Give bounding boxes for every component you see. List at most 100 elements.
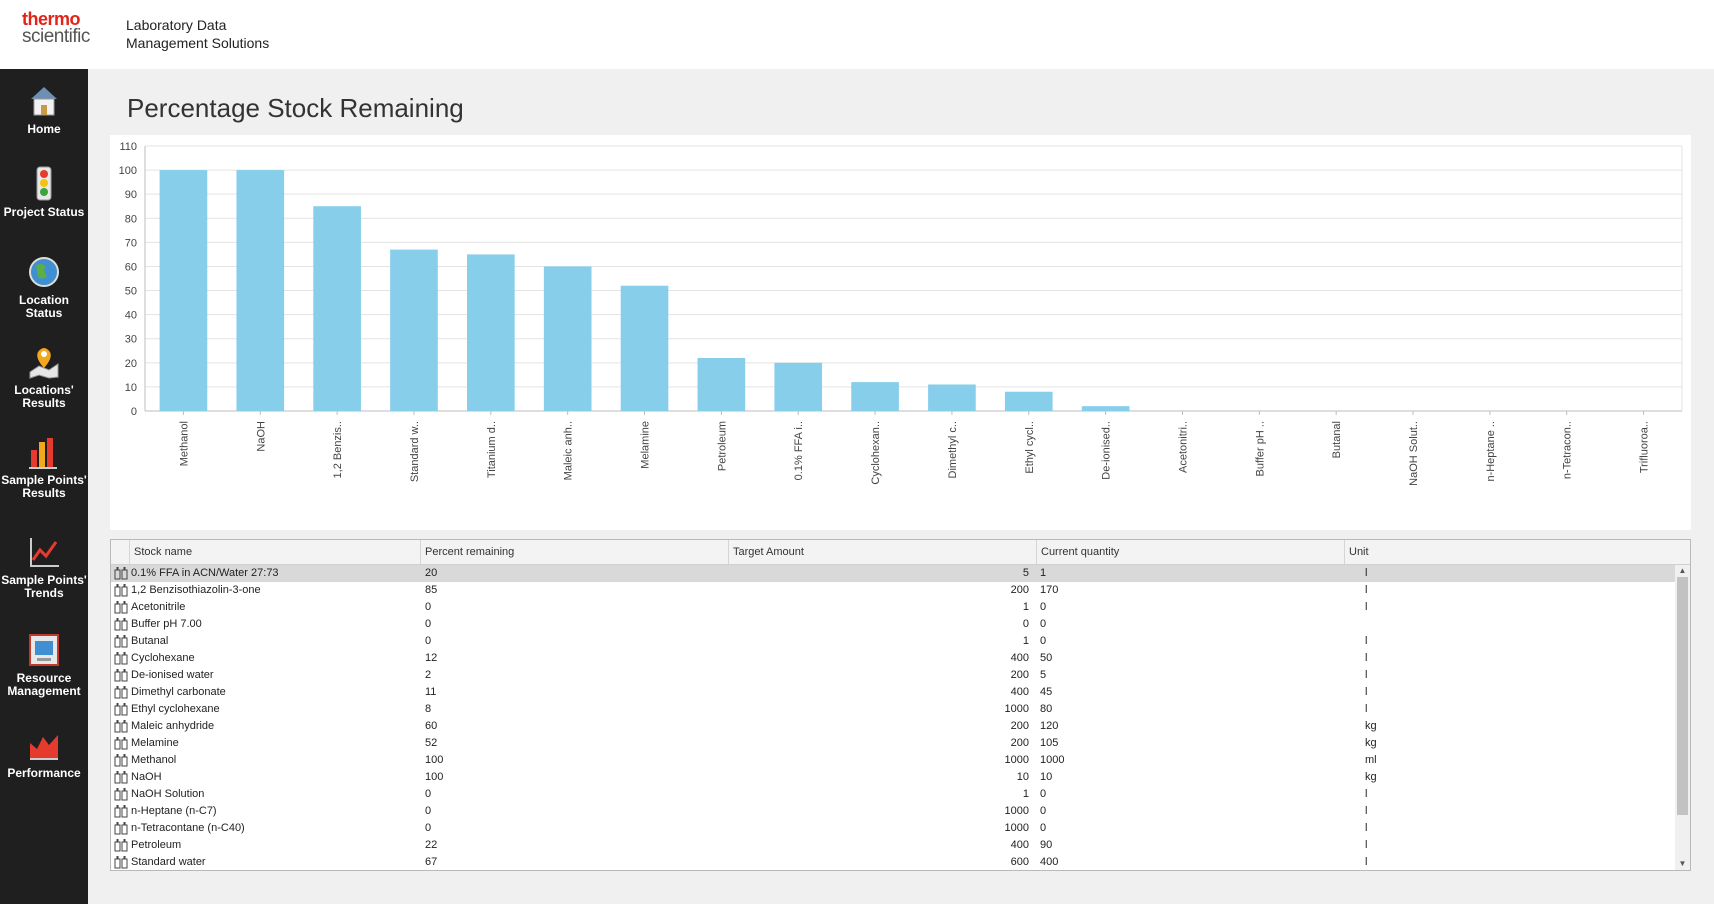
cell-target-amount: 1 [1022,788,1029,800]
table-row[interactable]: Cyclohexane 12 400 50 l [111,650,1675,667]
sidebar-item-location-status[interactable]: Location Status [0,254,88,320]
table-row[interactable]: Standard water 67 600 400 l [111,854,1675,870]
table-row[interactable]: Petroleum 22 400 90 l [111,837,1675,854]
bottle-icon [114,754,128,767]
grid-header: Stock name Percent remaining Target Amou… [111,540,1690,565]
cell-unit: l [1365,788,1368,800]
cell-stock-name: NaOH [131,771,162,783]
column-header-unit[interactable]: Unit [1344,540,1674,564]
grid-vertical-scrollbar[interactable]: ▲ ▼ [1675,565,1690,870]
cell-percent-remaining: 20 [425,567,438,579]
cell-target-amount: 10 [1016,771,1029,783]
bottle-icon [114,584,128,597]
cell-unit: l [1365,635,1368,647]
cell-stock-name: Butanal [131,635,169,647]
table-row[interactable]: De-ionised water 2 200 5 l [111,667,1675,684]
cell-percent-remaining: 12 [425,652,438,664]
table-row[interactable]: Dimethyl carbonate 11 400 45 l [111,684,1675,701]
sidebar-item-label: Sample Points' Trends [1,573,87,600]
sidebar-item-label: Sample Points' Results [1,473,87,500]
cell-stock-name: 0.1% FFA in ACN/Water 27:73 [131,567,279,579]
cell-target-amount: 600 [1010,856,1029,868]
sidebar-item-label: Location Status [19,293,69,320]
bottle-icon [114,601,128,614]
cell-target-amount: 1000 [1004,754,1029,766]
column-header-target-amount[interactable]: Target Amount [728,540,1036,564]
table-row[interactable]: 1,2 Benzisothiazolin-3-one 85 200 170 l [111,582,1675,599]
sidebar-item-home[interactable]: Home [0,83,88,136]
cell-stock-name: Ethyl cyclohexane [131,703,220,715]
cell-stock-name: Buffer pH 7.00 [131,618,202,630]
column-header-current-quantity[interactable]: Current quantity [1036,540,1344,564]
cell-current-quantity: 0 [1040,805,1047,817]
cell-target-amount: 400 [1010,652,1029,664]
cell-target-amount: 200 [1010,669,1029,681]
column-header-percent-remaining[interactable]: Percent remaining [420,540,728,564]
table-row[interactable]: Acetonitrile 0 1 0 l [111,599,1675,616]
y-tick-label: 20 [125,358,137,370]
x-tick-label: Maleic anh.. [563,421,575,480]
cell-current-quantity: 0 [1040,618,1047,630]
table-row[interactable]: 0.1% FFA in ACN/Water 27:73 20 5 1 l [111,565,1675,582]
scroll-down-arrow[interactable]: ▼ [1678,859,1687,868]
y-tick-label: 10 [125,382,137,394]
cell-target-amount: 200 [1010,720,1029,732]
cell-current-quantity: 5 [1040,669,1047,681]
cell-unit: l [1365,822,1368,834]
scroll-thumb[interactable] [1677,577,1688,815]
sidebar-item-locations-results[interactable]: Locations' Results [0,344,88,410]
cell-percent-remaining: 0 [425,618,432,630]
bottle-icon [114,669,128,682]
chart-bar [159,170,208,411]
sidebar-item-sample-points-trends[interactable]: Sample Points' Trends [0,534,88,600]
app-title: Laboratory Data Management Solutions [126,16,269,52]
table-row[interactable]: NaOH 100 10 10 kg [111,769,1675,786]
cell-percent-remaining: 60 [425,720,438,732]
y-tick-label: 60 [125,261,137,273]
table-row[interactable]: n-Heptane (n-C7) 0 1000 0 l [111,803,1675,820]
scroll-up-arrow[interactable]: ▲ [1678,566,1687,575]
cell-current-quantity: 90 [1040,839,1053,851]
cell-percent-remaining: 85 [425,584,438,596]
table-row[interactable]: Butanal 0 1 0 l [111,633,1675,650]
cell-percent-remaining: 11 [425,686,437,698]
column-header-stock-name[interactable]: Stock name [129,540,420,564]
bottle-icon [114,720,128,733]
y-tick-label: 110 [119,141,137,153]
sidebar-item-performance[interactable]: Performance [0,727,88,780]
bottle-icon [114,686,128,699]
cell-unit: l [1365,601,1368,613]
table-row[interactable]: Maleic anhydride 60 200 120 kg [111,718,1675,735]
app-title-line1: Laboratory Data [126,17,227,33]
bottle-icon [114,788,128,801]
cell-stock-name: Methanol [131,754,177,766]
table-row[interactable]: Methanol 100 1000 1000 ml [111,752,1675,769]
sidebar-item-project-status[interactable]: Project Status [0,166,88,219]
y-tick-label: 50 [125,286,137,298]
table-row[interactable]: Melamine 52 200 105 kg [111,735,1675,752]
cell-stock-name: n-Tetracontane (n-C40) [131,822,245,834]
table-row[interactable]: NaOH Solution 0 1 0 l [111,786,1675,803]
sidebar-item-resource-management[interactable]: Resource Management [0,632,88,698]
home-icon [31,87,57,116]
cell-target-amount: 200 [1010,584,1029,596]
cell-stock-name: De-ionised water [131,669,214,681]
table-row[interactable]: Buffer pH 7.00 0 0 0 [111,616,1675,633]
x-tick-label: 1,2 Benzis.. [332,421,344,478]
table-row[interactable]: n-Tetracontane (n-C40) 0 1000 0 l [111,820,1675,837]
cell-unit: kg [1365,737,1377,749]
cell-percent-remaining: 0 [425,805,432,817]
cell-current-quantity: 105 [1040,737,1059,749]
x-tick-label: NaOH Solut.. [1408,421,1420,486]
bottle-icon [114,635,128,648]
cell-unit: ml [1365,754,1377,766]
bottle-icon [114,771,128,784]
x-tick-label: De-ionised.. [1101,421,1113,480]
sidebar-item-sample-points-results[interactable]: Sample Points' Results [0,434,88,500]
bottle-icon [114,567,128,580]
sidebar-item-label: Locations' Results [14,383,74,410]
cell-target-amount: 400 [1010,686,1029,698]
chart-bar [390,249,438,411]
table-row[interactable]: Ethyl cyclohexane 8 1000 80 l [111,701,1675,718]
cell-stock-name: n-Heptane (n-C7) [131,805,217,817]
